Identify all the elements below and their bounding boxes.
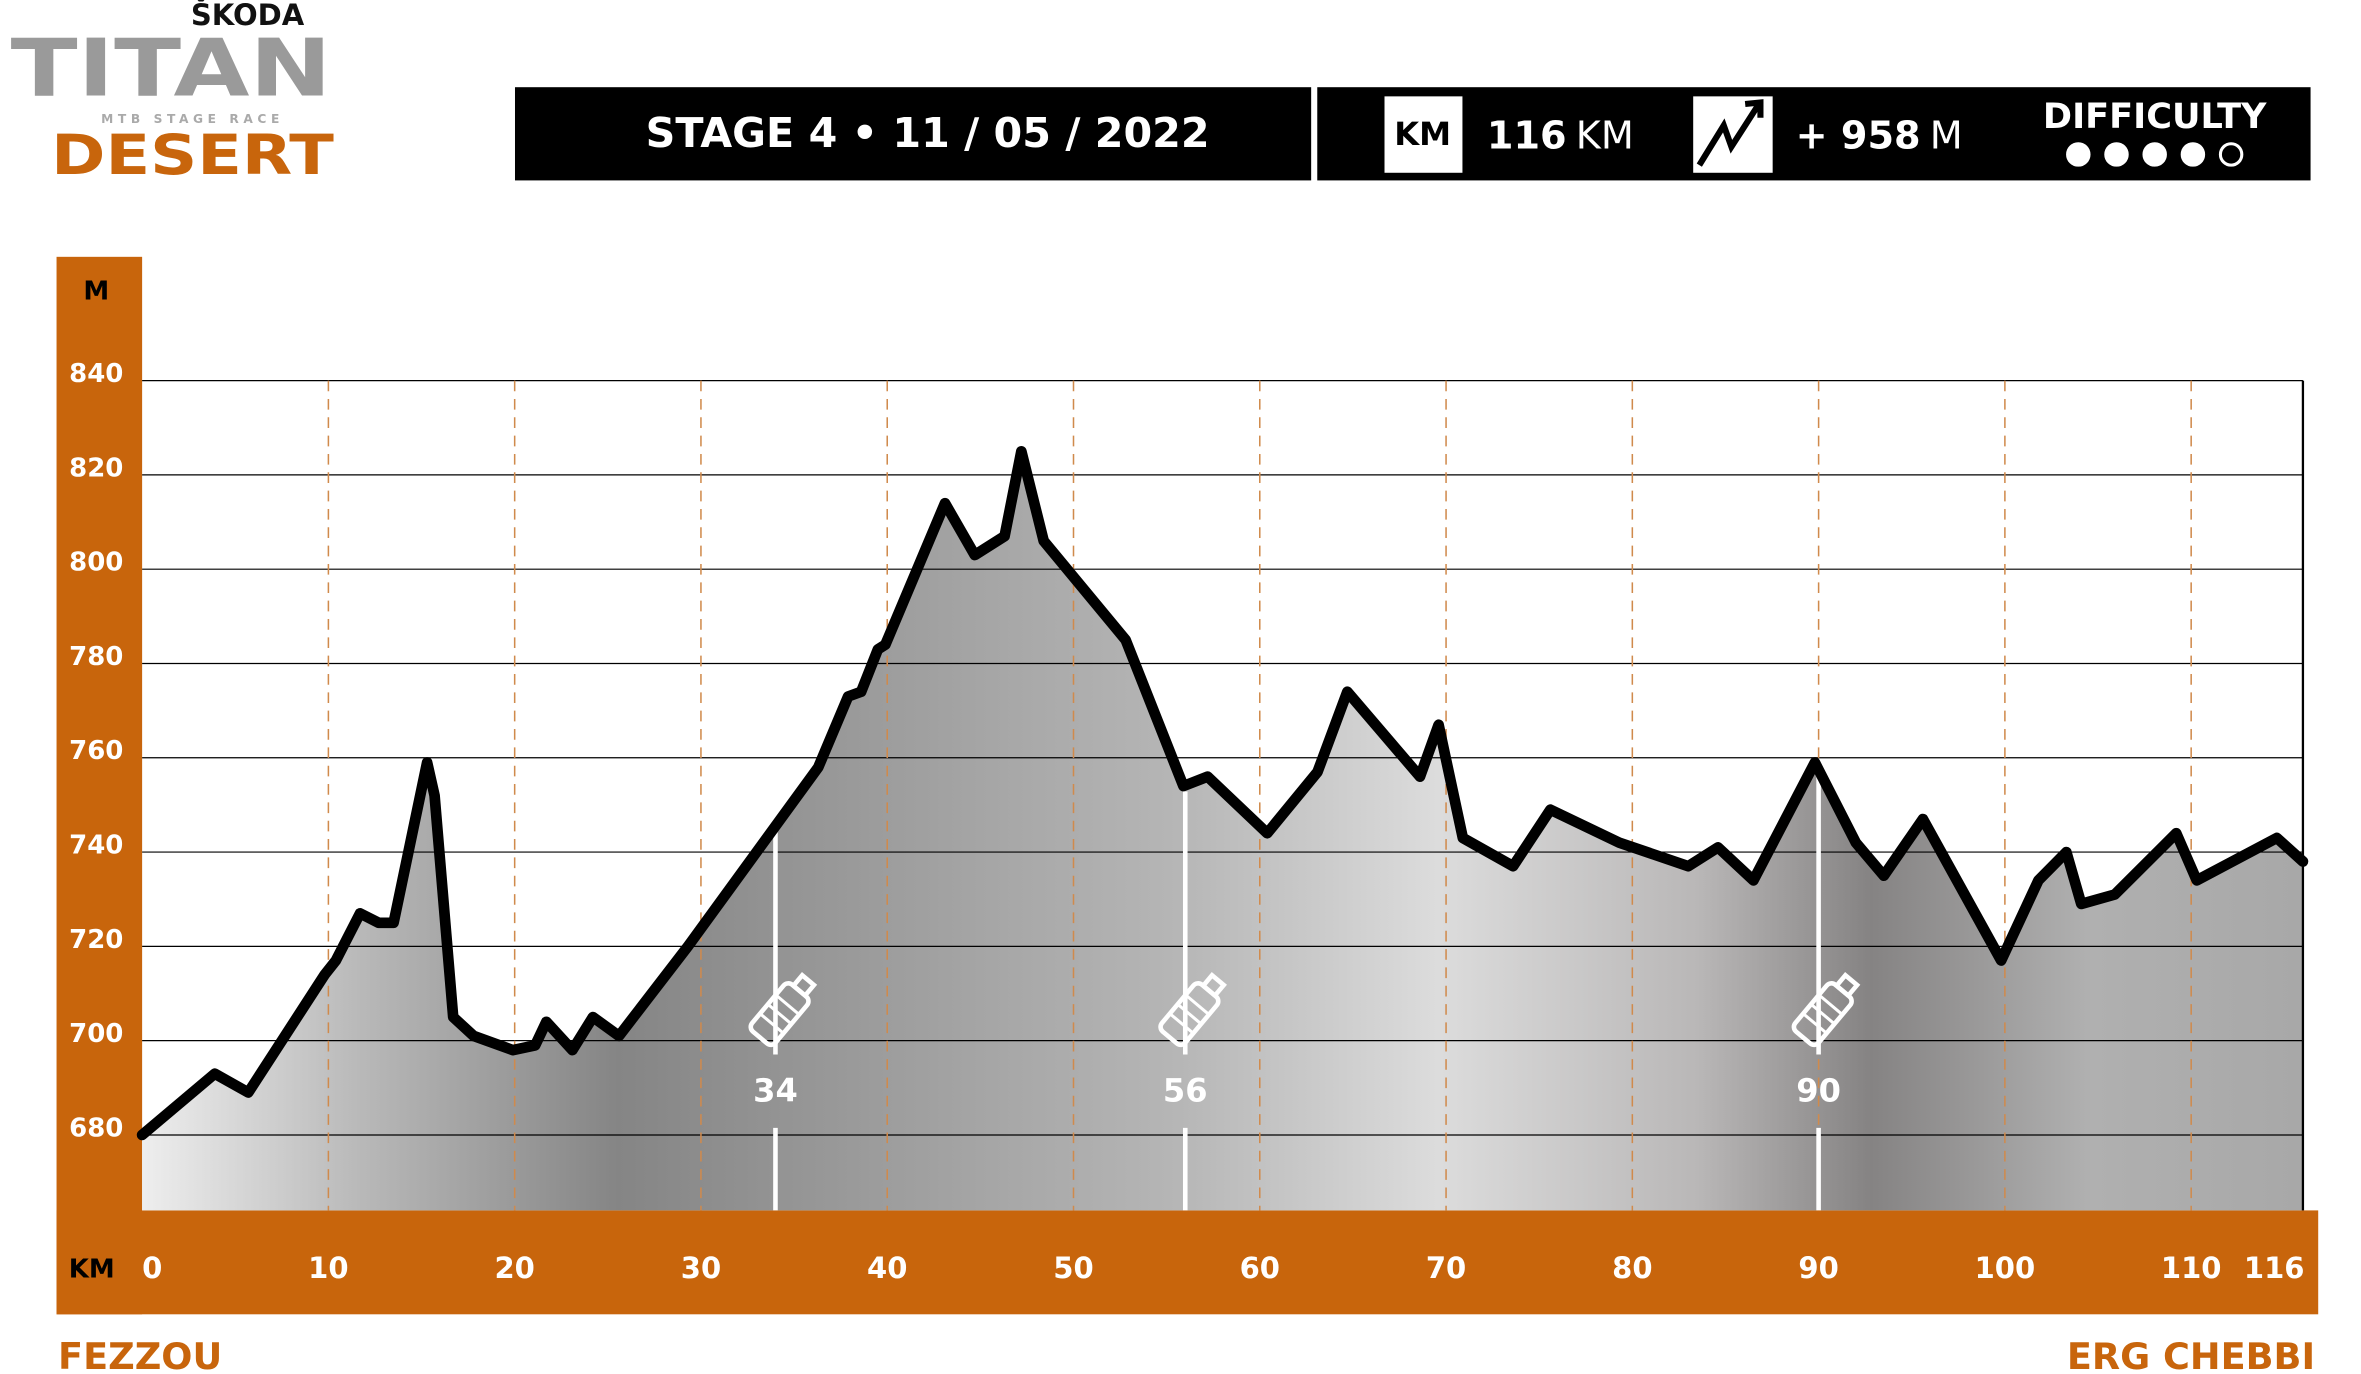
difficulty-dot (2066, 142, 2091, 167)
x-tick-label: 80 (1612, 1251, 1652, 1285)
y-tick-label: 820 (69, 453, 123, 483)
difficulty-dot (2142, 142, 2167, 167)
logo-text: TITAN (11, 21, 332, 114)
y-axis-band (56, 256, 143, 1315)
finish-label: ERG CHEBBI (2067, 1335, 2315, 1374)
start-label: FEZZOU (58, 1335, 222, 1374)
x-tick-label: 90 (1798, 1251, 1838, 1285)
gain-unit: M (1930, 114, 1963, 158)
distance-unit: KM (1576, 114, 1634, 158)
water-bottle-icon (1791, 971, 1861, 1048)
bottle-ridges (1168, 993, 1210, 1035)
x-tick-label: 0 (142, 1251, 162, 1285)
x-tick-label: 30 (681, 1251, 721, 1285)
bottle-cap (790, 971, 818, 999)
x-tick-label: 100 (1975, 1251, 2036, 1285)
y-tick-label: 760 (69, 736, 123, 766)
y-tick-label: 700 (69, 1019, 123, 1049)
elevation-gain: + 958 M (1796, 114, 1963, 158)
event-name: DESERT (51, 123, 334, 187)
x-tick-label: 10 (308, 1251, 348, 1285)
x-tick-label: 116 (2244, 1251, 2305, 1285)
water-station-label: 56 (1163, 1072, 1208, 1110)
logo: ŠKODA TITAN MTB STAGE RACE DESERT (11, 0, 335, 187)
bottle-ridges (1802, 993, 1844, 1035)
distance-value: 116 (1487, 114, 1567, 158)
water-station-label: 34 (753, 1072, 798, 1110)
elevation-line (136, 445, 2309, 1141)
difficulty-label: DIFFICULTY (2043, 96, 2267, 137)
x-tick-label: 110 (2161, 1251, 2222, 1285)
y-tick-label: 840 (69, 359, 123, 389)
stage-bar (514, 87, 1312, 181)
gain-value: + 958 (1796, 114, 1921, 158)
water-bottle-icon (1158, 971, 1227, 1048)
area-fill (142, 451, 2303, 1211)
km-icon (1384, 96, 1463, 173)
y-tick-label: 720 (69, 925, 123, 955)
difficulty-dot (2218, 142, 2244, 167)
difficulty-dot (2180, 142, 2206, 167)
km-icon-label: KM (1394, 115, 1451, 153)
x-tick-label: 50 (1053, 1251, 1093, 1285)
elevation-icon-arrow (1696, 99, 1764, 167)
y-tick-label: 800 (69, 548, 123, 578)
distance: 116 KM (1487, 114, 1634, 158)
x-axis-band (56, 1210, 2319, 1315)
x-tick-label: 20 (494, 1251, 534, 1285)
water-station-label: 90 (1796, 1072, 1841, 1110)
water-bottle-icon (748, 971, 818, 1048)
x-tick-label: 70 (1426, 1251, 1466, 1285)
y-tick-label: 740 (69, 830, 123, 860)
bottle-cap (1833, 971, 1861, 999)
bottle-cap (1199, 971, 1227, 999)
bottle-ridges (759, 993, 801, 1035)
difficulty-dots (2066, 142, 2244, 167)
plot: 680 700 720 740 760 780 800 820 840 0 10 20 30 40 50 60… (69, 359, 2309, 1285)
x-tick-label: 60 (1240, 1251, 1280, 1285)
y-tick-label: 680 (69, 1113, 123, 1143)
y-axis-label: M (83, 276, 109, 306)
x-axis-label: KM (69, 1254, 115, 1284)
tagline: MTB STAGE RACE (101, 112, 284, 126)
x-tick-label: 40 (867, 1251, 907, 1285)
brand: ŠKODA (191, 0, 305, 32)
stage-title: STAGE 4 • 11 / 05 / 2022 (646, 109, 1210, 157)
difficulty-dot (2104, 142, 2129, 167)
y-tick-label: 780 (69, 642, 123, 672)
info-bar (1317, 87, 2311, 181)
